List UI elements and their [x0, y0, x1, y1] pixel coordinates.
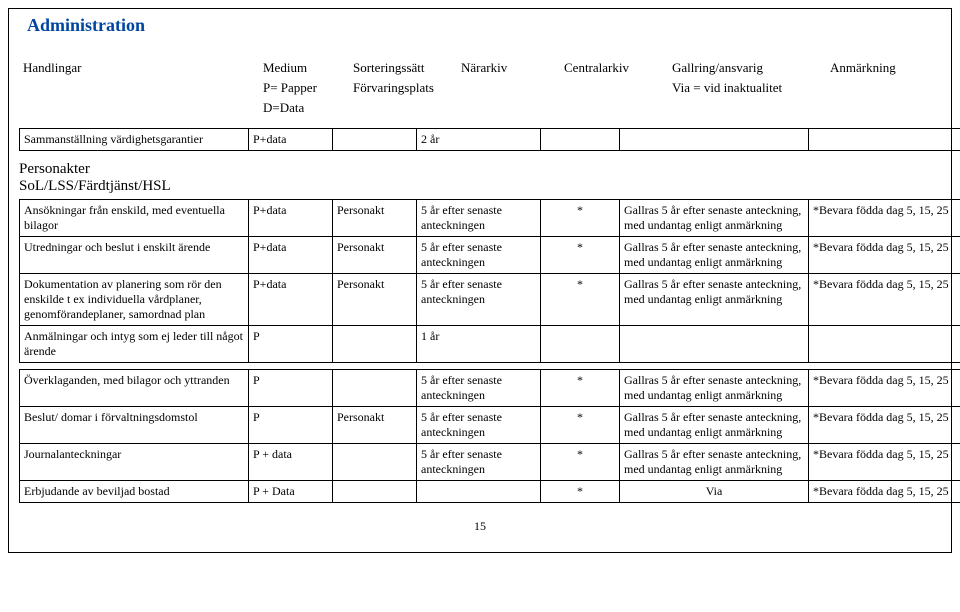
cell: P — [249, 370, 333, 407]
cell: Journalanteckningar — [20, 444, 249, 481]
cell: * — [541, 407, 620, 444]
table-row: Beslut/ domar i förvaltningsdomstolPPers… — [20, 407, 960, 444]
cell: Utredningar och beslut i enskilt ärende — [20, 237, 249, 274]
cell: P+data — [249, 200, 333, 237]
table-row: Dokumentation av planering som rör den e… — [20, 274, 960, 326]
cell: P — [249, 407, 333, 444]
table-row: Ansökningar från enskild, med eventuella… — [20, 200, 960, 237]
cell: Gallras 5 år efter senaste anteckning, m… — [620, 237, 809, 274]
cell: 5 år efter senaste anteckningen — [417, 444, 541, 481]
cell: P+data — [249, 274, 333, 326]
table-row: Anmälningar och intyg som ej leder till … — [20, 326, 960, 363]
cell — [541, 129, 620, 151]
cell: Erbjudande av beviljad bostad — [20, 481, 249, 503]
cell: Gallras 5 år efter senaste anteckning, m… — [620, 200, 809, 237]
main-table: Ansökningar från enskild, med eventuella… — [19, 199, 960, 363]
cell: * — [541, 274, 620, 326]
hdr-nararkiv: Närarkiv — [457, 58, 560, 78]
cell: *Bevara födda dag 5, 15, 25 — [809, 370, 960, 407]
hdr-sort-2: Förvaringsplats — [349, 78, 457, 98]
document-frame: Administration Handlingar Medium Sorteri… — [8, 8, 952, 553]
table-row: Överklaganden, med bilagor och yttranden… — [20, 370, 960, 407]
cell: *Bevara födda dag 5, 15, 25 — [809, 481, 960, 503]
table-row: Erbjudande av beviljad bostadP + Data *Vi… — [20, 481, 960, 503]
table-row: JournalanteckningarP + data 5 år efter se… — [20, 444, 960, 481]
cell — [809, 129, 960, 151]
cell: P — [249, 326, 333, 363]
cell — [333, 129, 417, 151]
cell: 5 år efter senaste anteckningen — [417, 200, 541, 237]
cell: 2 år — [417, 129, 541, 151]
cell: Gallras 5 år efter senaste anteckning, m… — [620, 274, 809, 326]
hdr-central: Centralarkiv — [560, 58, 668, 78]
cell: 5 år efter senaste anteckningen — [417, 274, 541, 326]
hdr-anm: Anmärkning — [826, 58, 941, 78]
hdr-medium: Medium — [259, 58, 349, 78]
cell — [333, 370, 417, 407]
cell — [333, 326, 417, 363]
cell: *Bevara födda dag 5, 15, 25 — [809, 274, 960, 326]
cell — [333, 481, 417, 503]
cell: * — [541, 200, 620, 237]
cell — [620, 129, 809, 151]
page-title: Administration — [27, 15, 941, 36]
cell: 5 år efter senaste anteckningen — [417, 407, 541, 444]
cell: * — [541, 237, 620, 274]
header-row: Handlingar Medium Sorteringssätt Närarki… — [19, 58, 941, 118]
cell: Via — [620, 481, 809, 503]
cell: P+data — [249, 129, 333, 151]
cell: P + data — [249, 444, 333, 481]
cell — [333, 444, 417, 481]
cell — [620, 326, 809, 363]
cell: 5 år efter senaste anteckningen — [417, 370, 541, 407]
hdr-handlingar: Handlingar — [19, 58, 259, 78]
hdr-gallring: Gallring/ansvarig — [668, 58, 826, 78]
cell: Gallras 5 år efter senaste anteckning, m… — [620, 407, 809, 444]
cell: Gallras 5 år efter senaste anteckning, m… — [620, 444, 809, 481]
cell — [417, 481, 541, 503]
hdr-medium-3: D=Data — [259, 98, 349, 118]
cell: Anmälningar och intyg som ej leder till … — [20, 326, 249, 363]
cell: Personakt — [333, 200, 417, 237]
hdr-sort: Sorteringssätt — [349, 58, 457, 78]
main-table-2: Överklaganden, med bilagor och yttranden… — [19, 369, 960, 503]
cell: *Bevara födda dag 5, 15, 25 — [809, 237, 960, 274]
pre-table: Sammanställning värdighetsgarantier P+da… — [19, 128, 960, 151]
hdr-medium-2: P= Papper — [259, 78, 349, 98]
cell: P + Data — [249, 481, 333, 503]
cell: *Bevara födda dag 5, 15, 25 — [809, 444, 960, 481]
section-heading: Personakter SoL/LSS/Färdtjänst/HSL — [19, 161, 941, 195]
cell: *Bevara födda dag 5, 15, 25 — [809, 200, 960, 237]
cell: Överklaganden, med bilagor och yttranden — [20, 370, 249, 407]
cell: *Bevara födda dag 5, 15, 25 — [809, 407, 960, 444]
cell: 5 år efter senaste anteckningen — [417, 237, 541, 274]
cell: * — [541, 370, 620, 407]
table-row: Utredningar och beslut i enskilt ärendeP… — [20, 237, 960, 274]
hdr-gallring-2: Via = vid inaktualitet — [668, 78, 826, 98]
cell: Gallras 5 år efter senaste anteckning, m… — [620, 370, 809, 407]
cell: Dokumentation av planering som rör den e… — [20, 274, 249, 326]
table-row: Sammanställning värdighetsgarantier P+da… — [20, 129, 960, 151]
cell: Beslut/ domar i förvaltningsdomstol — [20, 407, 249, 444]
cell: Personakt — [333, 274, 417, 326]
cell: Personakt — [333, 407, 417, 444]
cell: * — [541, 481, 620, 503]
cell — [541, 326, 620, 363]
cell — [809, 326, 960, 363]
cell: 1 år — [417, 326, 541, 363]
cell: Sammanställning värdighetsgarantier — [20, 129, 249, 151]
cell: Personakt — [333, 237, 417, 274]
page-number: 15 — [19, 519, 941, 534]
cell: Ansökningar från enskild, med eventuella… — [20, 200, 249, 237]
cell: P+data — [249, 237, 333, 274]
cell: * — [541, 444, 620, 481]
